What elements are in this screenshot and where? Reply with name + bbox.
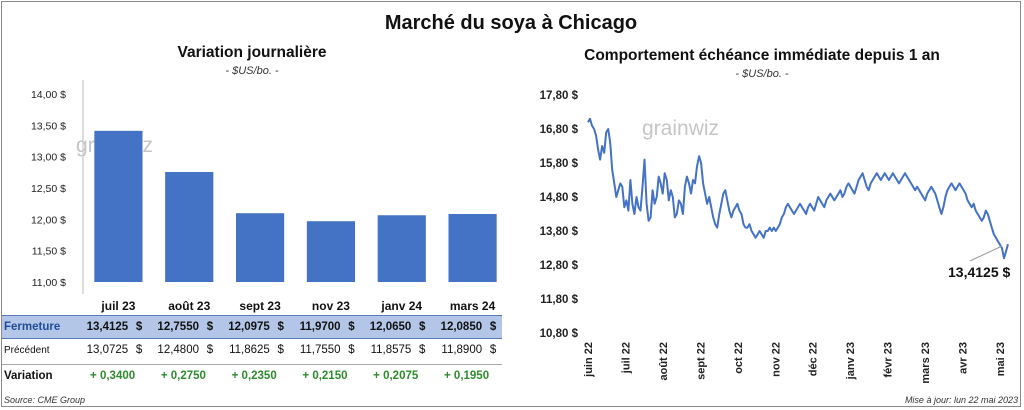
cell-unit: $ [419, 321, 426, 333]
bar [236, 213, 285, 282]
cell-change: + 0,2150 [302, 370, 348, 382]
cell-change: + 0,2075 [373, 370, 419, 382]
line-x-tick-label: juin 22 [583, 342, 595, 378]
line-x-tick-label: déc 22 [808, 342, 820, 376]
bar [165, 172, 214, 282]
line-x-tick-label: janv 23 [845, 342, 857, 380]
bar-y-tick-label: 12,00 $ [31, 214, 66, 226]
cell-value: 13,0725 [86, 344, 129, 356]
row-label: Fermeture [4, 321, 61, 333]
bar-x-tick-label: août 23 [168, 299, 210, 313]
line-y-tick-label: 16,80 $ [540, 124, 579, 136]
cell-change: + 0,2350 [231, 370, 277, 382]
bar-x-tick-label: juil 23 [100, 299, 135, 313]
cell-unit: $ [135, 321, 143, 333]
bar-y-tick-label: 13,50 $ [31, 120, 66, 132]
update-note: Mise à jour: lun 22 mai 2023 [904, 395, 1018, 405]
left-panel-title: Variation journalière [177, 44, 327, 61]
line-y-tick-label: 17,80 $ [540, 90, 579, 102]
bar-x-tick-label: janv 24 [380, 299, 422, 313]
cell-value: 12,7550 [157, 321, 199, 333]
cell-change: + 0,2750 [160, 370, 206, 382]
left-panel-subtitle: - $US/bo. - [225, 65, 279, 77]
bar [448, 214, 497, 282]
line-x-tick-label: févr 23 [883, 342, 895, 377]
line-y-tick-label: 14,80 $ [540, 192, 579, 204]
bar [306, 221, 355, 282]
cell-unit: $ [206, 321, 214, 333]
main-title: Marché du soya à Chicago [384, 12, 638, 34]
cell-unit: $ [348, 321, 355, 333]
cell-value: 11,9700 [299, 321, 341, 333]
cell-change: + 0,3400 [90, 370, 136, 382]
line-x-tick-label: sept 22 [695, 342, 707, 380]
row-variation: Variation + 0,3400 + 0,2750 + 0,2350 + 0,215… [2, 365, 502, 388]
row-label: Variation [4, 370, 53, 382]
cell-unit: $ [348, 344, 355, 356]
last-value-leader [969, 245, 1003, 262]
cell-value: 12,4800 [157, 344, 199, 356]
price-line [587, 117, 1009, 260]
cell-unit: $ [419, 344, 426, 356]
row-fermeture: Fermeture 13,4125 $12,7550 $12,0975 $11,9700… [2, 315, 502, 339]
cell-value: 13,4125 [86, 321, 129, 333]
row-separator [2, 361, 502, 365]
bar [94, 130, 143, 282]
bar-y-tick-label: 11,50 $ [32, 246, 66, 258]
bar-y-tick-label: 14,00 $ [31, 89, 66, 101]
cell-value: 11,8575 [370, 344, 412, 356]
cell-value: 11,8625 [229, 344, 270, 356]
cell-unit: $ [135, 344, 143, 356]
line-y-tick-label: 12,80 $ [540, 260, 579, 272]
line-x-tick-label: mai 23 [995, 342, 1007, 376]
cell-change: + 0,1950 [444, 370, 490, 382]
cell-value: 11,7550 [299, 344, 341, 356]
right-panel-subtitle: - $US/bo. - [735, 68, 789, 80]
source-note: Source: CME Group [4, 395, 86, 405]
bar-y-tick-label: 11,00 $ [32, 277, 66, 289]
line-y-tick-label: 11,80 $ [540, 294, 578, 306]
cell-value: 12,0850 [440, 321, 483, 333]
row-label: Précédent [4, 344, 50, 356]
line-x-tick-label: nov 22 [770, 342, 782, 377]
bar-x-tick-label: sept 23 [239, 299, 281, 313]
watermark-right: grainwiz [642, 117, 719, 140]
cell-value: 12,0650 [369, 321, 412, 333]
bar-x-tick-label: nov 23 [312, 299, 350, 313]
line-x-tick-label: oct 22 [733, 342, 745, 374]
bar-y-tick-label: 13,00 $ [31, 152, 66, 164]
bar-chart: grainwiz 11,00 $11,50 $12,00 $12,50 $13,… [31, 80, 497, 313]
cell-value: 12,0975 [228, 321, 270, 333]
line-chart: grainwiz 10,80 $ 11,80 $ 12,80 $ 13,80 $ 14,… [540, 90, 1011, 384]
cell-unit: $ [277, 344, 284, 356]
line-y-tick-label: 15,80 $ [540, 158, 579, 170]
line-x-tick-label: avr 23 [958, 342, 970, 374]
cell-unit: $ [489, 321, 497, 333]
price-table: Fermeture 13,4125 $12,7550 $12,0975 $11,9700… [2, 315, 502, 387]
line-x-tick-label: août 22 [658, 342, 670, 381]
row-precedent: Précédent 13,0725 $12,4800 $11,8625 $11,7550… [2, 339, 502, 362]
cell-unit: $ [206, 344, 214, 356]
bar [377, 215, 426, 282]
bar-x-tick-label: mars 24 [450, 299, 496, 313]
line-y-tick-label: 13,80 $ [540, 226, 579, 238]
cell-unit: $ [489, 344, 497, 356]
bar-y-tick-label: 12,50 $ [31, 183, 66, 195]
cell-unit: $ [277, 321, 284, 333]
cell-value: 11,8900 [441, 344, 483, 356]
last-value-label: 13,4125 $ [948, 264, 1010, 280]
line-x-tick-label: mars 23 [920, 342, 932, 384]
right-panel-title: Comportement échéance immédiate depuis 1… [584, 47, 940, 64]
line-y-tick-label: 10,80 $ [540, 328, 579, 340]
line-x-tick-label: juil 22 [620, 342, 632, 374]
